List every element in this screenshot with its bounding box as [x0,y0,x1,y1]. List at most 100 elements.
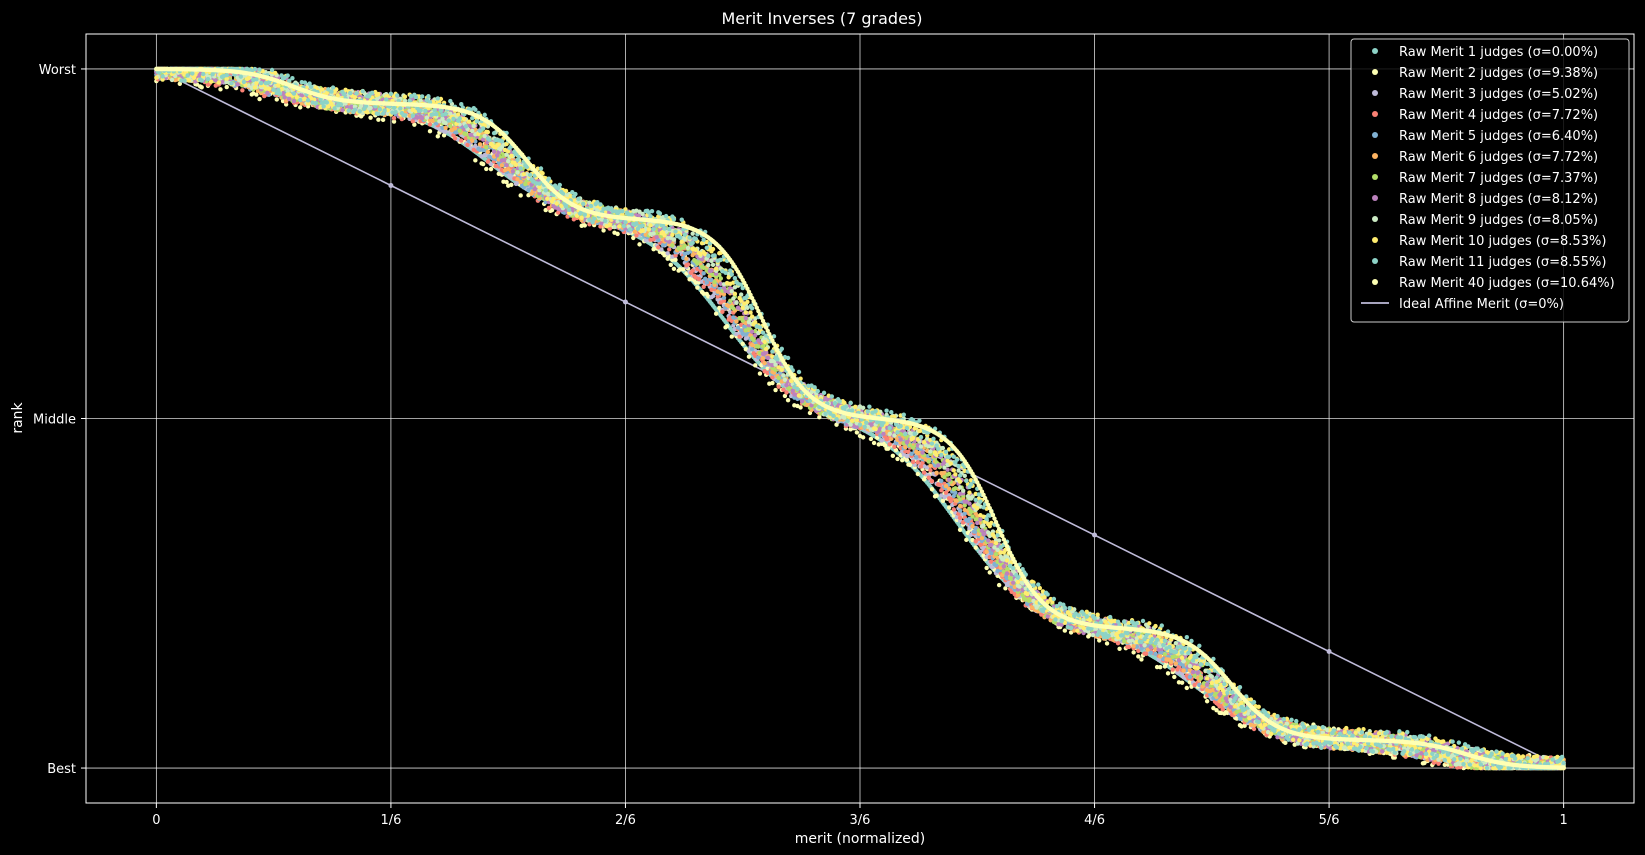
grid-lines [86,34,1634,803]
data-point [443,125,448,130]
data-point [696,276,702,282]
data-point [785,397,791,403]
data-point [427,129,433,134]
data-point [485,159,491,164]
data-point [452,136,458,141]
data-point [1131,650,1136,655]
data-point [782,393,788,399]
data-point [459,138,464,143]
data-point [1158,665,1163,670]
data-point [967,525,972,531]
data-point [671,266,677,271]
data-point [1153,651,1158,657]
data-point [737,334,742,339]
data-point [673,257,678,263]
data-point [996,582,1002,588]
data-point [973,545,978,550]
ideal-affine-point [388,182,394,188]
data-point [695,285,700,290]
data-point [1143,651,1149,656]
data-point [817,414,822,420]
data-point [978,549,983,555]
data-point [957,527,963,532]
data-point [1422,760,1427,766]
data-point [1234,716,1240,721]
data-point [915,460,921,465]
data-point [770,380,775,386]
data-point [740,341,745,347]
ideal-affine-point [1092,532,1098,538]
data-point [984,565,989,571]
data-point [391,115,397,121]
scatter-points [154,66,1566,771]
data-point [1136,654,1141,659]
data-point [929,478,935,484]
data-point [1154,664,1160,670]
data-point [480,161,486,167]
data-point [946,505,952,510]
data-point [743,346,749,352]
data-point [637,242,642,247]
data-point [1172,674,1177,680]
data-point [376,117,381,122]
data-point [798,405,803,410]
data-point [729,334,734,339]
data-point [254,92,259,97]
data-point [601,228,606,233]
data-point [668,262,673,268]
data-point [518,179,523,185]
data-point [868,436,874,442]
data-point [704,280,709,285]
data-point [776,384,781,389]
data-point [854,430,860,435]
data-point [900,458,905,463]
data-point [549,208,555,213]
data-point [904,457,910,463]
data-point [607,226,613,231]
data-point [380,117,386,123]
data-point [488,166,494,172]
data-point [929,487,935,492]
data-point [670,257,675,262]
data-point [1170,667,1175,672]
data-point [218,87,223,92]
data-point [871,440,877,446]
data-point [875,435,880,440]
data-point [926,475,931,480]
data-point [240,88,245,93]
data-point [951,507,957,512]
data-point [412,122,417,127]
data-point [701,291,706,296]
data-point [543,207,548,213]
data-point [598,224,603,229]
data-point [665,251,670,256]
data-point [690,268,695,273]
data-point [368,115,373,120]
data-point [224,84,229,90]
data-point [914,455,919,460]
data-point [773,387,778,393]
data-point [1242,723,1247,728]
data-point [427,122,433,127]
data-point [701,284,706,290]
data-point [484,166,489,172]
data-point [885,446,891,451]
data-point [940,498,946,503]
data-point [734,319,739,324]
data-point [1165,671,1171,676]
data-point [907,462,913,468]
data-point [753,363,758,368]
data-point [499,163,505,168]
data-point [746,354,752,359]
data-point [934,493,939,498]
ideal-affine-point [622,299,628,305]
data-point [1003,586,1008,591]
data-point [1126,644,1132,650]
data-point [643,238,648,243]
data-point [860,435,866,440]
data-point [1283,740,1288,746]
data-point [1187,680,1193,685]
data-point [964,537,969,543]
data-point [274,97,279,102]
